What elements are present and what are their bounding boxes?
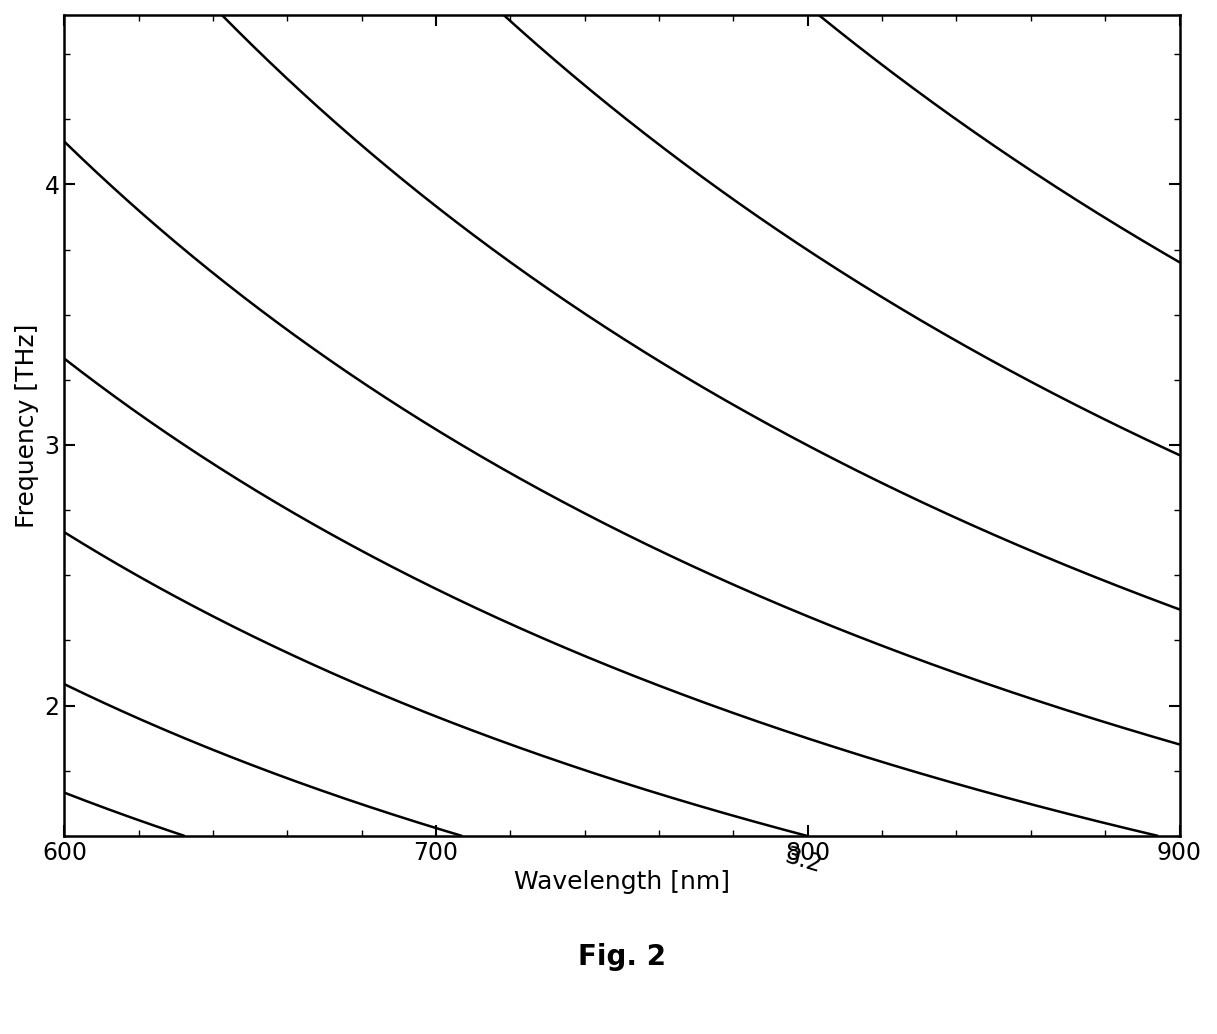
X-axis label: Wavelength [nm]: Wavelength [nm]	[514, 871, 730, 894]
Text: Fig. 2: Fig. 2	[578, 943, 666, 971]
Y-axis label: Frequency [THz]: Frequency [THz]	[15, 324, 39, 527]
Text: 3.2: 3.2	[783, 844, 825, 877]
